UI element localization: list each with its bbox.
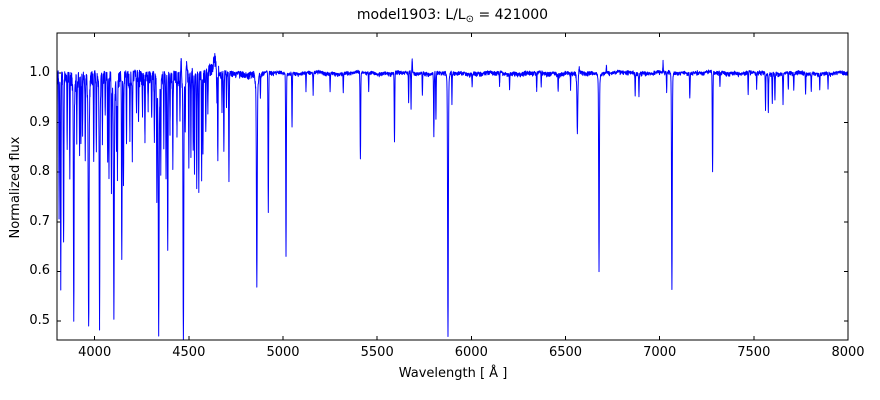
x-tick-label: 6500 <box>548 345 583 360</box>
chart-title-prefix: model1903: L/L <box>356 7 466 23</box>
x-tick-label: 5000 <box>266 345 300 360</box>
x-tick-label: 6000 <box>454 345 488 360</box>
x-tick-label: 5500 <box>360 345 394 360</box>
y-tick-label: 0.5 <box>29 313 50 328</box>
x-tick-label: 7500 <box>737 345 771 360</box>
y-tick-label: 0.9 <box>29 115 50 130</box>
plot-frame <box>56 32 849 341</box>
x-tick-label: 7000 <box>643 345 677 360</box>
y-tick-label: 0.7 <box>29 214 50 229</box>
spectrum-line <box>57 53 848 340</box>
y-tick-label: 0.8 <box>29 164 50 179</box>
x-axis-label: Wavelength [ Å ] <box>398 366 508 381</box>
chart-title-suffix: = 421000 <box>474 7 549 23</box>
x-tick-label: 4500 <box>172 345 206 360</box>
y-tick-label: 1.0 <box>29 65 50 80</box>
x-tick-label: 4000 <box>78 345 112 360</box>
sun-symbol-subscript: ⊙ <box>465 14 475 25</box>
chart-title: model1903: L/L⊙ = 421000 <box>57 7 848 25</box>
y-tick-label: 0.6 <box>29 263 50 278</box>
x-tick-label: 8000 <box>831 345 865 360</box>
